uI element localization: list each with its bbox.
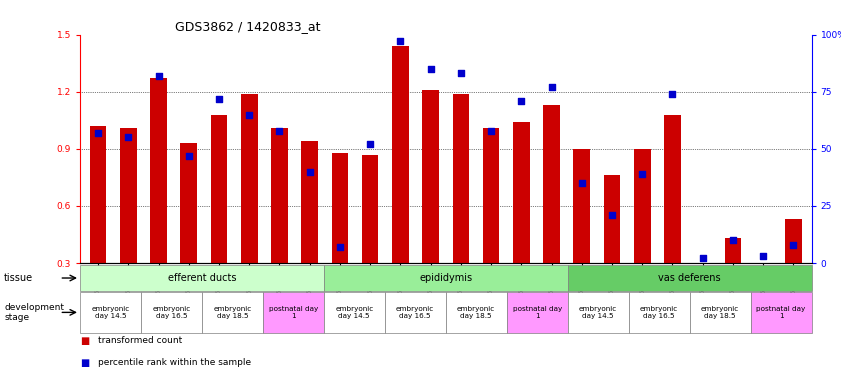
Bar [750,292,812,333]
Text: GDS3862 / 1420833_at: GDS3862 / 1420833_at [175,20,320,33]
Bar [324,292,384,333]
Bar [362,154,378,263]
Text: postnatal day
1: postnatal day 1 [512,306,562,319]
Bar [324,265,568,291]
Bar [483,128,500,263]
Bar [513,122,530,263]
Point [666,91,680,97]
Point [545,84,558,90]
Point [575,180,589,186]
Text: percentile rank within the sample: percentile rank within the sample [98,358,251,366]
Point [515,98,528,104]
Bar [446,292,506,333]
Point [696,255,710,262]
Text: embryonic
day 18.5: embryonic day 18.5 [701,306,739,319]
Point [151,73,165,79]
Point [394,38,407,45]
Point [484,127,498,134]
Point [182,152,195,159]
Bar [574,149,590,263]
Text: ■: ■ [80,358,89,367]
Bar [785,219,801,263]
Bar [690,292,750,333]
Bar [384,292,446,333]
Text: embryonic
day 16.5: embryonic day 16.5 [640,306,678,319]
Bar [628,292,690,333]
Point [454,70,468,76]
Bar [301,141,318,263]
Bar [664,114,681,263]
Point [756,253,770,259]
Bar [151,78,167,263]
Point [212,96,225,102]
Point [122,134,135,141]
Text: efferent ducts: efferent ducts [167,273,236,283]
Text: embryonic
day 14.5: embryonic day 14.5 [92,306,130,319]
Point [272,127,286,134]
Bar [506,292,568,333]
Bar [90,126,106,263]
Bar [725,238,741,263]
Bar [80,265,324,291]
Bar [241,94,257,263]
Point [303,169,316,175]
Bar [392,46,409,263]
Text: embryonic
day 18.5: embryonic day 18.5 [458,306,495,319]
Text: ■: ■ [80,336,89,346]
Text: embryonic
day 14.5: embryonic day 14.5 [336,306,373,319]
Text: development
stage: development stage [4,303,64,322]
Bar [568,265,812,291]
Text: embryonic
day 16.5: embryonic day 16.5 [396,306,434,319]
Point [424,66,437,72]
Bar [210,114,227,263]
Bar [262,292,324,333]
Point [92,130,105,136]
Point [727,237,740,243]
Point [786,242,800,248]
Bar [452,94,469,263]
Bar [331,152,348,263]
Point [242,111,256,118]
Text: transformed count: transformed count [98,336,182,345]
Text: tissue: tissue [4,273,34,283]
Bar [422,90,439,263]
Bar [120,128,136,263]
Text: embryonic
day 16.5: embryonic day 16.5 [152,306,190,319]
Bar [634,149,651,263]
Bar [181,143,197,263]
Text: postnatal day
1: postnatal day 1 [268,306,318,319]
Bar [568,292,628,333]
Bar [202,292,262,333]
Bar [271,128,288,263]
Bar [80,292,140,333]
Text: epididymis: epididymis [419,273,473,283]
Bar [543,105,560,263]
Point [333,244,346,250]
Text: vas deferens: vas deferens [659,273,721,283]
Text: postnatal day
1: postnatal day 1 [756,306,806,319]
Text: embryonic
day 18.5: embryonic day 18.5 [214,306,251,319]
Point [636,171,649,177]
Bar [604,175,621,263]
Point [606,212,619,218]
Text: embryonic
day 14.5: embryonic day 14.5 [579,306,617,319]
Point [363,141,377,147]
Bar [140,292,202,333]
